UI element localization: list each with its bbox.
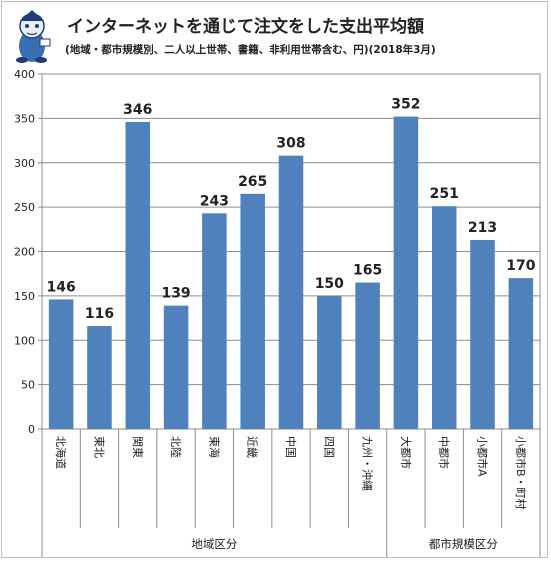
bar <box>163 305 189 429</box>
data-label: 116 <box>85 306 114 322</box>
bar <box>87 326 112 429</box>
bar <box>470 239 495 429</box>
category-label: 東海 <box>207 436 221 458</box>
y-tick-label: 400 <box>14 68 35 81</box>
y-tick-label: 350 <box>14 112 35 125</box>
data-label: 139 <box>161 286 190 302</box>
y-tick-label: 0 <box>28 423 35 436</box>
group-label: 地域区分 <box>191 537 237 551</box>
bar <box>125 121 151 430</box>
y-tick-label: 200 <box>14 246 35 259</box>
data-label: 213 <box>468 220 497 236</box>
category-label: 北海道 <box>54 436 68 469</box>
bar <box>278 155 304 429</box>
category-label: 北陸 <box>169 436 182 458</box>
category-label: 近畿 <box>246 436 260 458</box>
chart-subtitle: (地域・都市規模別、二人以上世帯、書籍、非利用世帯含む、円)(2018年3月) <box>65 43 436 56</box>
category-label: 四国 <box>322 436 335 458</box>
group-label: 都市規模区分 <box>429 537 498 551</box>
bar <box>431 206 457 429</box>
data-label: 150 <box>315 276 344 292</box>
y-tick-label: 300 <box>14 157 35 170</box>
data-label: 308 <box>276 136 305 152</box>
bar <box>202 213 227 429</box>
bars: 146 116 346 139 243 265 308 150 165 352 251 213 170 <box>47 97 536 430</box>
category-label: 大都市 <box>399 436 413 469</box>
data-label: 170 <box>506 258 535 274</box>
bar <box>393 116 419 429</box>
data-label: 146 <box>47 279 76 295</box>
data-label: 352 <box>391 97 420 113</box>
y-tick-label: 150 <box>14 290 35 303</box>
mascot-logo <box>16 10 51 63</box>
data-label: 251 <box>430 186 459 202</box>
bar <box>240 193 265 429</box>
y-axis: 0 50 100 150 200 250 300 350 400 <box>14 68 42 436</box>
bar <box>317 295 342 429</box>
y-tick-label: 100 <box>14 334 35 347</box>
category-label: 関東 <box>131 436 144 458</box>
bar <box>355 282 380 429</box>
y-tick-label: 50 <box>21 379 35 392</box>
category-label: 小都市B・町村 <box>514 436 528 510</box>
x-axis: 北海道 東北 関東 北陸 東海 近畿 中国 四国 九州・沖縄 大都市 中都市 小都市A 小都市B・町村地… <box>41 429 541 557</box>
category-label: 九州・沖縄 <box>361 436 375 491</box>
bar <box>508 278 534 429</box>
data-label: 265 <box>238 174 267 190</box>
chart-title: インターネットを通じて注文をした支出平均額 <box>67 16 424 37</box>
data-label: 243 <box>200 193 229 209</box>
category-label: 中都市 <box>437 436 451 469</box>
category-label: 中国 <box>284 436 297 458</box>
category-label: 小都市A <box>476 436 490 477</box>
y-tick-label: 250 <box>14 201 35 214</box>
data-label: 346 <box>123 102 152 118</box>
bar <box>48 299 74 429</box>
category-label: 東北 <box>92 436 105 458</box>
data-label: 165 <box>353 263 382 279</box>
